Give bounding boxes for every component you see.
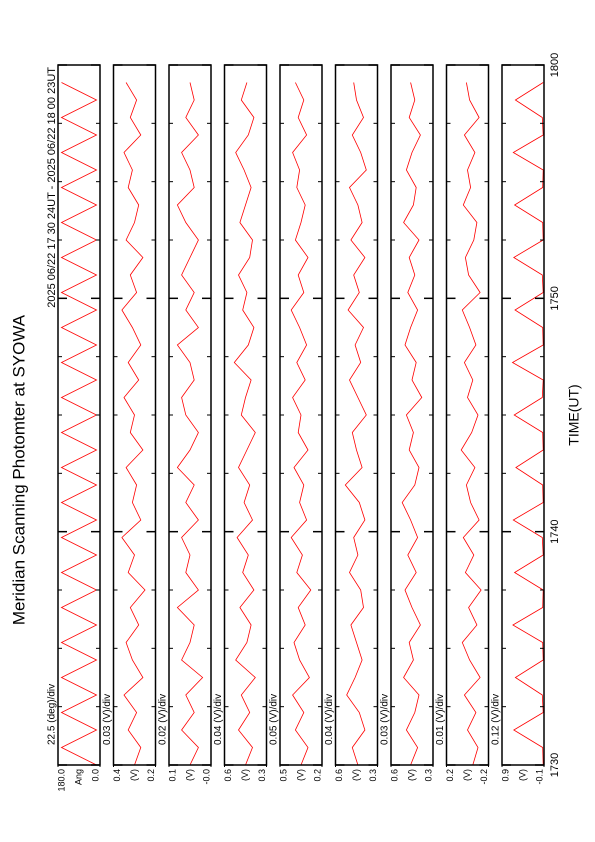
x-tick-label: 1730 bbox=[549, 753, 561, 777]
unit-label: (V) bbox=[517, 769, 527, 781]
data-line bbox=[460, 82, 482, 766]
unit-label: (V) bbox=[351, 769, 361, 781]
unit-label: (V) bbox=[295, 769, 305, 781]
y-tick-label: 0.4 bbox=[112, 769, 122, 782]
y-tick-label: 0.5 bbox=[278, 769, 288, 782]
data-line bbox=[176, 82, 204, 766]
y-tick-label: 0.6 bbox=[334, 769, 344, 782]
data-line bbox=[401, 82, 423, 766]
scale-label: 0.05 (V)/div bbox=[269, 694, 280, 745]
x-tick-label: 1750 bbox=[549, 286, 561, 310]
data-line bbox=[60, 82, 98, 766]
rotated-plot: Meridian Scanning Photomter at SYOWA 202… bbox=[9, 53, 581, 792]
y-tick-label: 0.3 bbox=[257, 769, 267, 782]
unit-label: (V) bbox=[406, 769, 416, 781]
y-tick-label: 0.2 bbox=[312, 769, 322, 782]
data-line bbox=[511, 82, 544, 766]
x-tick-label: 1800 bbox=[549, 53, 561, 77]
y-tick-label: 0.0 bbox=[90, 769, 100, 782]
data-line bbox=[344, 82, 367, 766]
data-line bbox=[233, 82, 256, 766]
panel-frame bbox=[223, 64, 268, 766]
scale-label: 0.04 (V)/div bbox=[324, 694, 335, 745]
scale-label: 0.02 (V)/div bbox=[158, 694, 169, 745]
y-tick-label: -0.1 bbox=[534, 769, 544, 785]
subtitle: 2025 06/22 17 30 24UT - 2025 06/22 18 00… bbox=[46, 67, 58, 308]
unit-label: (V) bbox=[129, 769, 139, 781]
y-tick-label: -0.2 bbox=[479, 769, 489, 785]
data-line bbox=[121, 82, 146, 766]
chart-title: Meridian Scanning Photomter at SYOWA bbox=[9, 314, 28, 625]
panel-frame bbox=[390, 64, 434, 766]
y-tick-label: 0.3 bbox=[368, 769, 378, 782]
y-tick-label: 0.6 bbox=[223, 769, 233, 782]
scale-label: 0.03 (V)/div bbox=[102, 694, 113, 745]
y-tick-label: -0.0 bbox=[201, 769, 211, 785]
unit-label: (V) bbox=[240, 769, 250, 781]
scale-label: 22.5 (deg)/div bbox=[47, 684, 58, 745]
scale-label: 0.03 (V)/div bbox=[380, 694, 391, 745]
x-tick-label: 1740 bbox=[549, 519, 561, 543]
unit-label: (V) bbox=[184, 769, 194, 781]
y-tick-label: 0.2 bbox=[146, 769, 156, 782]
x-axis-label: TIME(UT) bbox=[566, 384, 582, 445]
unit-label: Ang bbox=[73, 769, 83, 785]
scale-label: 0.12 (V)/div bbox=[491, 694, 502, 745]
y-tick-label: 0.1 bbox=[167, 769, 177, 782]
data-line bbox=[290, 82, 312, 766]
y-tick-label: 0.6 bbox=[389, 769, 399, 782]
y-tick-label: 0.3 bbox=[423, 769, 433, 782]
y-tick-label: 180.0 bbox=[56, 769, 66, 792]
y-tick-label: 0.2 bbox=[445, 769, 455, 782]
unit-label: (V) bbox=[462, 769, 472, 781]
scale-label: 0.04 (V)/div bbox=[213, 694, 224, 745]
panel-frame bbox=[334, 64, 379, 766]
y-tick-label: 0.9 bbox=[500, 769, 510, 782]
panel-frame bbox=[501, 64, 545, 766]
scale-label: 0.01 (V)/div bbox=[435, 694, 446, 745]
panel-frame bbox=[57, 64, 101, 766]
